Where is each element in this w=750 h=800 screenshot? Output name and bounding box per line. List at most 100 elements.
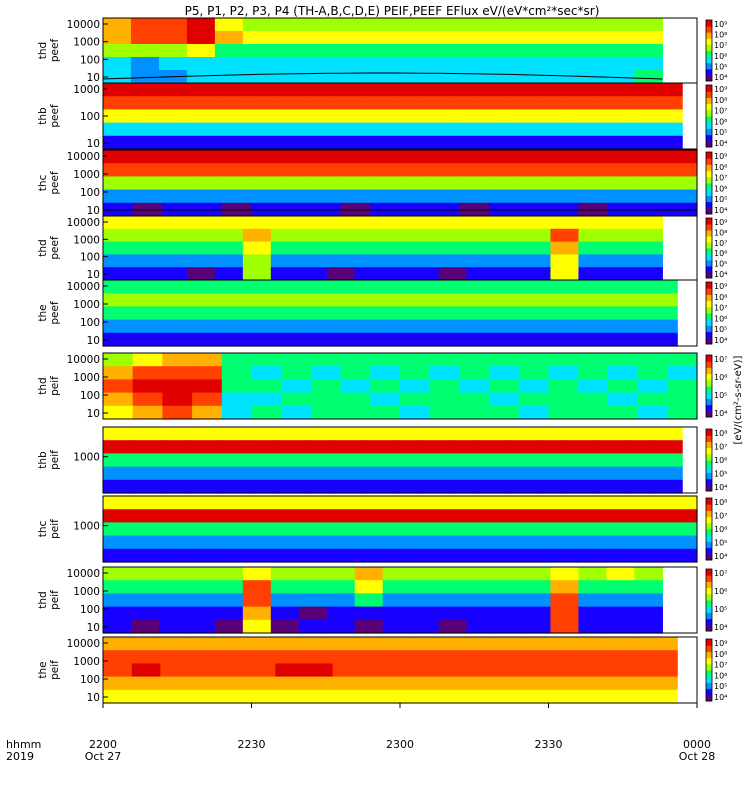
heatmap-cell xyxy=(310,548,342,563)
heatmap-cell xyxy=(214,606,244,621)
colorbar-segment xyxy=(706,294,712,302)
heatmap-cell xyxy=(363,479,394,494)
heatmap-cell xyxy=(578,392,609,407)
heatmap-cell xyxy=(332,293,362,307)
colorbar-tick-label: 10⁷ xyxy=(714,304,727,313)
heatmap-cell xyxy=(218,479,249,494)
heatmap-cell xyxy=(363,427,394,441)
heatmap-cell xyxy=(189,650,219,664)
heatmap-cell xyxy=(131,440,162,454)
y-tick-label: 1000 xyxy=(73,299,100,311)
panel-label: thd peif xyxy=(37,590,61,610)
heatmap-cell xyxy=(489,509,520,523)
colorbar-segment xyxy=(706,569,712,576)
heatmap-cell xyxy=(390,332,420,347)
colorbar-tick-label: 10⁶ xyxy=(714,671,727,680)
colorbar-segment xyxy=(706,688,712,696)
heatmap-cell xyxy=(217,332,248,347)
colorbar-segment xyxy=(706,587,712,595)
colorbar-tick-label: 10⁸ xyxy=(714,429,727,438)
colorbar-segment xyxy=(706,158,712,165)
colorbar-tick-label: 10⁸ xyxy=(714,96,727,105)
heatmap-cell xyxy=(653,466,683,481)
colorbar: 10⁴ 10⁵ 10⁶ 10⁷ 10⁸ xyxy=(705,428,727,492)
heatmap-cell xyxy=(607,392,639,407)
heatmap-cell xyxy=(189,663,219,678)
heatmap-cell xyxy=(400,522,431,537)
y-tick-label: 100 xyxy=(80,111,100,123)
heatmap-cell xyxy=(595,83,625,97)
heatmap-cell xyxy=(479,96,510,110)
colorbar-segment xyxy=(706,230,712,237)
heatmap-cell xyxy=(494,216,524,230)
heatmap-cell xyxy=(103,619,132,634)
heatmap-cell xyxy=(591,676,621,691)
colorbar-tick-label: 10⁴ xyxy=(714,139,727,148)
heatmap-cell xyxy=(624,109,654,124)
heatmap-cell xyxy=(494,567,524,581)
heatmap-cell xyxy=(130,241,160,255)
heatmap-cell xyxy=(533,676,563,691)
colorbar-segment xyxy=(706,201,712,209)
heatmap-cell xyxy=(410,18,440,32)
heatmap-cell xyxy=(550,606,580,621)
heatmap-cell xyxy=(494,18,524,32)
heatmap-cell xyxy=(103,650,133,664)
heatmap-cell xyxy=(103,109,133,124)
heatmap-cell xyxy=(447,676,477,691)
heatmap-cell xyxy=(158,580,188,594)
heatmap-cell xyxy=(382,18,412,32)
heatmap-cell xyxy=(334,440,365,454)
heatmap-cell xyxy=(607,353,639,367)
heatmap-cell xyxy=(410,619,440,634)
heatmap-cell xyxy=(218,466,249,481)
heatmap-cell xyxy=(186,580,216,594)
heatmap-cell xyxy=(131,83,162,97)
heatmap-cell xyxy=(332,689,362,704)
heatmap-cell xyxy=(361,332,391,347)
heatmap-cell xyxy=(578,189,609,204)
heatmap-cell xyxy=(251,189,282,204)
heatmap-cell xyxy=(591,689,621,704)
heatmap-cell xyxy=(276,440,307,454)
heatmap-cell xyxy=(370,548,401,563)
heatmap-cell xyxy=(270,228,300,243)
heatmap-cell xyxy=(310,509,342,523)
heatmap-cell xyxy=(363,453,394,468)
heatmap-cell xyxy=(189,109,220,124)
heatmap-cell xyxy=(634,57,663,71)
heatmap-cell xyxy=(578,522,609,537)
heatmap-cell xyxy=(251,392,282,407)
heatmap-cell xyxy=(276,122,307,137)
heatmap-cell xyxy=(217,663,248,678)
heatmap-cell xyxy=(332,319,362,334)
heatmap-cell xyxy=(637,522,668,537)
colorbar-segment xyxy=(706,600,712,607)
heatmap-cell xyxy=(479,440,510,454)
heatmap-cell xyxy=(410,57,440,71)
heatmap-cell xyxy=(334,83,365,97)
heatmap-cell xyxy=(653,96,683,110)
spacecraft-potential-curve xyxy=(102,72,663,80)
heatmap-cell xyxy=(591,663,621,678)
heatmap-cell xyxy=(466,567,496,581)
heatmap-cell xyxy=(354,18,384,32)
heatmap-cell xyxy=(438,606,468,621)
colorbar-segment xyxy=(706,612,712,620)
heatmap-cell xyxy=(504,293,535,307)
heatmap-cell xyxy=(275,332,305,347)
colorbar-segment xyxy=(706,176,712,184)
heatmap-cell xyxy=(392,453,423,468)
heatmap-cell xyxy=(450,135,481,150)
colorbar-tick-label: 10⁴ xyxy=(714,552,727,561)
heatmap-cell xyxy=(132,353,163,367)
heatmap-cell xyxy=(619,332,650,347)
heatmap-cell xyxy=(578,405,609,420)
heatmap-cell xyxy=(450,122,481,137)
heatmap-cell xyxy=(429,509,460,523)
heatmap-cell xyxy=(247,109,278,124)
heatmap-cell xyxy=(103,135,133,150)
heatmap-cell xyxy=(479,135,510,150)
